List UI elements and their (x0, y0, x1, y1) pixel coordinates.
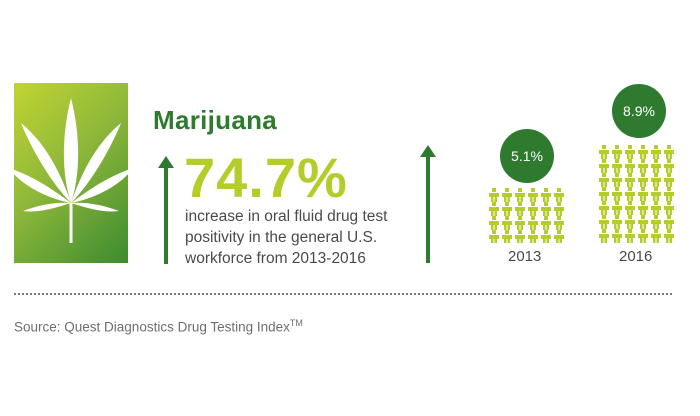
person-icon (502, 216, 512, 230)
person-icon (554, 202, 564, 216)
description-line: increase in oral fluid drug test (185, 208, 388, 225)
cannabis-leaf-icon (14, 83, 128, 263)
person-icon (651, 215, 661, 229)
person-icon (625, 215, 635, 229)
person-icon (541, 230, 551, 243)
dotted-divider (14, 293, 672, 295)
person-icon (625, 159, 635, 173)
person-icon (625, 145, 635, 159)
person-icon (554, 188, 564, 202)
person-icon (599, 187, 609, 201)
people-grid-2013 (488, 187, 568, 243)
person-icon (528, 188, 538, 202)
person-icon (638, 201, 648, 215)
person-icon (612, 159, 622, 173)
person-icon (515, 202, 525, 216)
person-icon (489, 188, 499, 202)
person-icon (489, 216, 499, 230)
person-icon (664, 229, 674, 243)
person-icon (612, 187, 622, 201)
person-icon (625, 187, 635, 201)
person-icon (612, 229, 622, 243)
person-icon (554, 216, 564, 230)
description-line: positivity in the general U.S. (185, 229, 378, 246)
up-arrow-icon (158, 156, 174, 269)
person-icon (541, 188, 551, 202)
person-icon (638, 229, 648, 243)
year-label-2013: 2013 (508, 248, 542, 265)
person-icon (651, 229, 661, 243)
person-icon (528, 216, 538, 230)
year-label-2016: 2016 (619, 248, 653, 265)
person-icon (599, 145, 609, 159)
person-icon (651, 173, 661, 187)
person-icon (599, 173, 609, 187)
person-icon (664, 145, 674, 159)
headline-percent: 74.7% (184, 146, 348, 209)
trademark-mark: TM (289, 318, 303, 328)
person-icon (554, 230, 564, 243)
person-icon (664, 187, 674, 201)
person-icon (515, 188, 525, 202)
person-icon (664, 201, 674, 215)
person-icon (599, 201, 609, 215)
headline-description: increase in oral fluid drug test positiv… (185, 206, 415, 269)
person-icon (528, 202, 538, 216)
person-icon (599, 215, 609, 229)
description-line: workforce from 2013-2016 (185, 250, 366, 267)
person-icon (625, 201, 635, 215)
person-icon (625, 173, 635, 187)
person-icon (664, 159, 674, 173)
person-icon (638, 145, 648, 159)
person-icon (515, 216, 525, 230)
page-title: Marijuana (153, 105, 278, 135)
person-icon (664, 173, 674, 187)
person-icon (489, 230, 499, 243)
person-icon (612, 145, 622, 159)
person-icon (515, 230, 525, 243)
person-icon (599, 229, 609, 243)
person-icon (638, 159, 648, 173)
person-icon (502, 188, 512, 202)
person-icon (502, 230, 512, 243)
person-icon (651, 201, 661, 215)
person-icon (638, 187, 648, 201)
person-icon (651, 159, 661, 173)
person-icon (638, 215, 648, 229)
person-icon (612, 173, 622, 187)
person-icon (528, 230, 538, 243)
person-icon (541, 216, 551, 230)
person-icon (502, 202, 512, 216)
rate-badge-2013: 5.1% (500, 129, 554, 183)
person-icon (612, 215, 622, 229)
person-icon (599, 159, 609, 173)
rate-badge-2016: 8.9% (612, 84, 666, 138)
source-note: Source: Quest Diagnostics Drug Testing I… (14, 318, 303, 335)
person-icon (638, 173, 648, 187)
person-icon (625, 229, 635, 243)
person-icon (651, 187, 661, 201)
person-icon (664, 215, 674, 229)
people-grid-2016 (598, 144, 678, 243)
person-icon (651, 145, 661, 159)
person-icon (612, 201, 622, 215)
up-arrow-icon (420, 145, 436, 268)
source-text: Source: Quest Diagnostics Drug Testing I… (14, 319, 290, 335)
person-icon (489, 202, 499, 216)
person-icon (541, 202, 551, 216)
